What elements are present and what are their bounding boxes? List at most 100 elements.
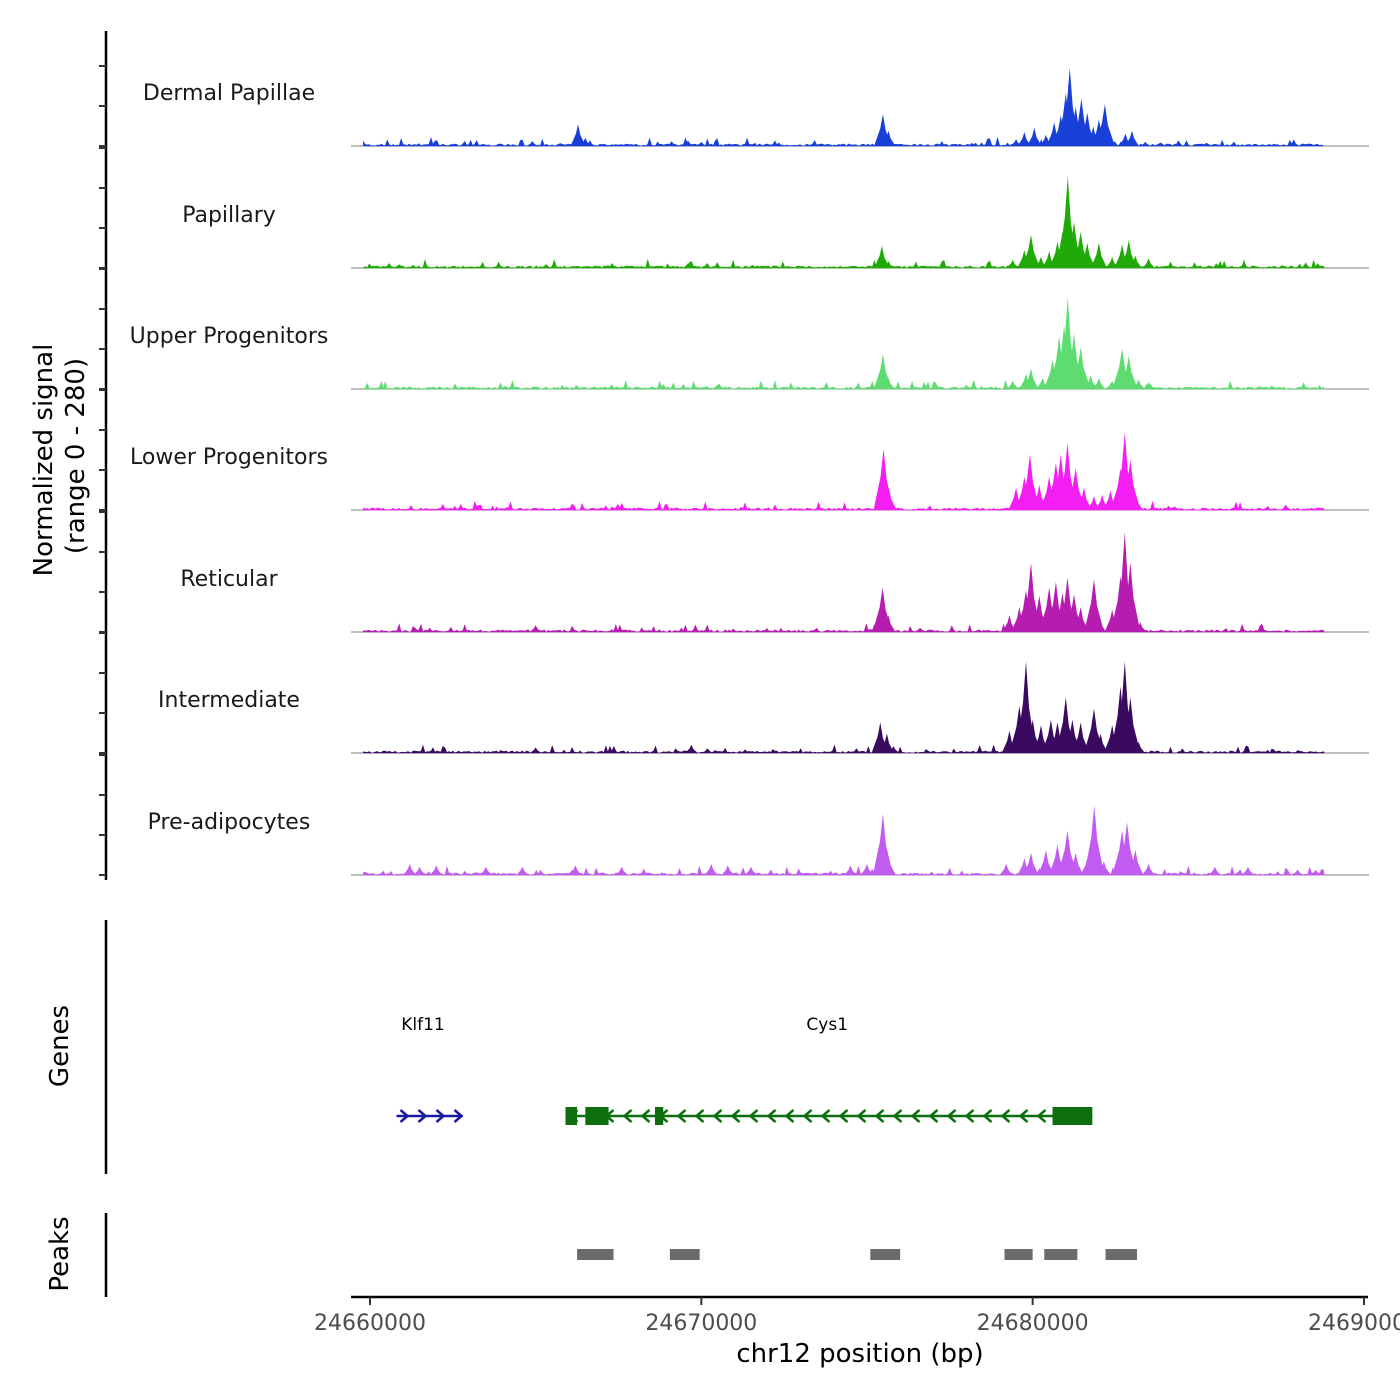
gene-label: Klf11: [401, 1015, 445, 1035]
signal-peak: [413, 866, 426, 875]
signal-peak: [873, 354, 893, 389]
exon: [654, 1107, 664, 1125]
signal-peak: [570, 124, 586, 146]
signal-peak: [881, 130, 896, 146]
signal-peak: [1076, 487, 1092, 510]
track-background-signal: [363, 744, 1325, 754]
signal-peak: [516, 866, 529, 875]
signal-peak: [1128, 255, 1142, 268]
strand-arrow: [712, 1109, 723, 1123]
peak-region: [1004, 1249, 1033, 1260]
signal-peak: [1020, 454, 1040, 510]
signal-peak: [1002, 615, 1017, 632]
strand-arrow: [730, 1109, 741, 1123]
signal-peak: [1130, 498, 1144, 510]
strand-arrow: [802, 1109, 813, 1123]
track-label: Papillary: [182, 203, 276, 228]
x-axis: 24660000 24670000 24680000 24690000: [314, 1295, 1400, 1336]
signal-peak: [424, 386, 435, 389]
peak-region: [870, 1249, 901, 1260]
strand-arrow: [399, 1109, 410, 1123]
signal-peak: [1132, 379, 1145, 389]
signal-peak: [704, 863, 718, 875]
strand-arrow: [928, 1109, 939, 1123]
track-papillary: Papillary: [182, 176, 1369, 269]
signal-peak: [1117, 822, 1138, 875]
signal-peak: [1119, 355, 1138, 389]
signal-peak: [1120, 240, 1138, 268]
signal-peak: [1208, 866, 1221, 875]
peak-region: [1105, 1249, 1138, 1260]
signal-peak: [1070, 347, 1091, 389]
signal-peak: [881, 487, 897, 510]
signal-peak: [1142, 258, 1155, 268]
track-pre-adipocytes: Pre-adipocytes: [148, 805, 1369, 876]
signal-peak: [1057, 830, 1078, 875]
signal-peak: [874, 245, 890, 268]
signal-peak: [1142, 863, 1155, 875]
strand-arrow: [910, 1109, 921, 1123]
signal-peak: [881, 855, 896, 875]
track-label: Intermediate: [158, 688, 300, 713]
signal-tracks: Dermal Papillae Papillary Upper Progenitor…: [130, 68, 1369, 876]
strand-arrow: [856, 1109, 867, 1123]
strand-arrow: [982, 1109, 993, 1123]
signal-peak: [1125, 130, 1139, 146]
signal-peak: [1023, 368, 1039, 389]
signal-peak: [480, 866, 492, 875]
signal-peak: [569, 865, 582, 875]
signal-peak: [1242, 866, 1254, 875]
track-background-signal: [363, 258, 1325, 269]
signal-peak: [1142, 382, 1155, 389]
x-tick-label: 24670000: [645, 1311, 757, 1336]
peaks-panel: [577, 1249, 1138, 1260]
track-label: Pre-adipocytes: [148, 810, 311, 835]
signal-peak: [682, 140, 694, 146]
strand-arrow: [640, 1109, 651, 1123]
signal-peak: [1072, 607, 1089, 632]
peak-region: [577, 1249, 614, 1260]
gene-klf11: Klf11: [396, 1015, 464, 1123]
strand-arrow: [622, 1109, 633, 1123]
strand-arrow: [766, 1109, 777, 1123]
strand-arrow: [748, 1109, 759, 1123]
signal-peak: [1072, 722, 1090, 753]
track-dermal-papillae: Dermal Papillae: [143, 68, 1369, 147]
signal-peak: [921, 385, 932, 389]
signal-peak: [1127, 850, 1144, 875]
signal-peak: [1134, 622, 1147, 632]
strand-arrow: [820, 1109, 831, 1123]
signal-peak: [879, 733, 895, 753]
signal-peak: [1087, 496, 1101, 510]
signal-peak: [1120, 460, 1141, 510]
strand-arrow: [838, 1109, 849, 1123]
signal-peak: [1079, 243, 1096, 268]
signal-peak: [407, 264, 419, 268]
signal-peak: [881, 615, 896, 632]
signal-peak: [1027, 127, 1042, 146]
y-axis-title: Normalized signal: [29, 344, 59, 577]
signal-peak: [1120, 697, 1141, 753]
track-background-signal: [363, 623, 1325, 633]
signal-peak: [530, 747, 542, 753]
signal-peak: [685, 744, 698, 753]
x-tick-label: 24660000: [314, 1311, 426, 1336]
exon: [1052, 1107, 1093, 1125]
strand-arrow: [946, 1109, 957, 1123]
strand-arrow: [417, 1109, 428, 1123]
signal-peak: [882, 261, 895, 268]
strand-arrow: [676, 1109, 687, 1123]
strand-arrow: [964, 1109, 975, 1123]
signal-peak: [745, 866, 757, 875]
track-background-signal: [363, 500, 1325, 511]
signal-peak: [1292, 869, 1304, 875]
left-axes: [99, 31, 108, 1297]
strand-arrow: [1036, 1109, 1047, 1123]
y-axis-subtitle: (range 0 - 280): [61, 358, 91, 554]
exon: [565, 1107, 578, 1125]
track-upper-progenitors: Upper Progenitors: [130, 297, 1369, 390]
signal-peak: [615, 866, 628, 875]
x-axis-title: chr12 position (bp): [736, 1339, 983, 1369]
